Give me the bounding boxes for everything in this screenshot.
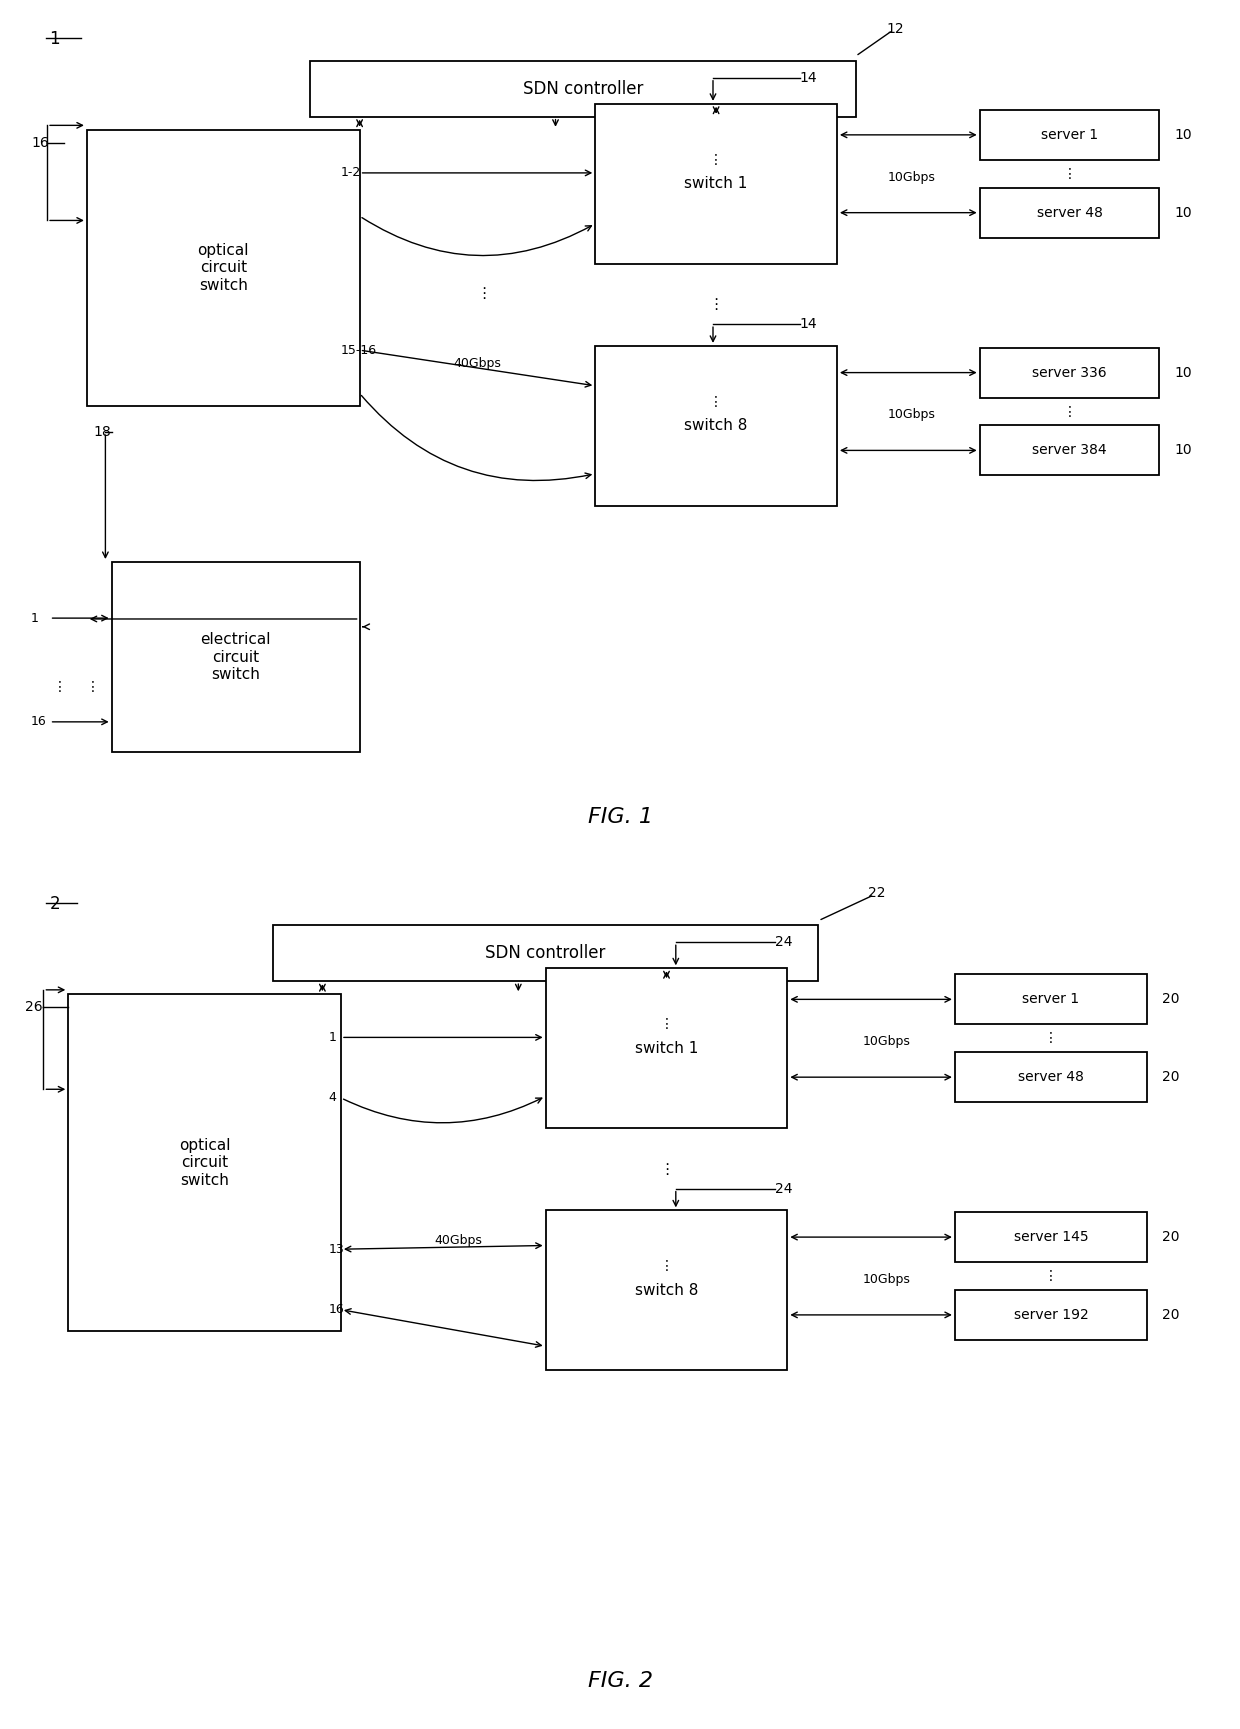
- Text: 40Gbps: 40Gbps: [435, 1235, 482, 1247]
- Text: ⋮: ⋮: [476, 287, 491, 301]
- Text: electrical
circuit
switch: electrical circuit switch: [201, 633, 270, 681]
- Text: 10Gbps: 10Gbps: [863, 1273, 910, 1286]
- Bar: [955, 1212, 1147, 1262]
- Text: 16: 16: [329, 1304, 345, 1316]
- Text: 10: 10: [1174, 365, 1192, 380]
- Text: switch 1: switch 1: [635, 1041, 698, 1056]
- Text: 4: 4: [329, 1091, 336, 1105]
- Text: 24: 24: [775, 1181, 792, 1196]
- Text: 14: 14: [800, 316, 817, 332]
- Bar: [955, 1051, 1147, 1103]
- Bar: [980, 348, 1159, 398]
- Text: 18: 18: [93, 425, 110, 439]
- Text: 10Gbps: 10Gbps: [888, 408, 935, 422]
- Text: 16: 16: [31, 135, 48, 150]
- Text: SDN controller: SDN controller: [485, 944, 606, 961]
- Text: 15-16: 15-16: [341, 344, 377, 356]
- Text: server 1: server 1: [1040, 128, 1099, 142]
- Text: 10: 10: [1174, 206, 1192, 220]
- Text: 40Gbps: 40Gbps: [454, 356, 501, 370]
- Text: ⋮: ⋮: [708, 297, 724, 313]
- Text: 20: 20: [1162, 1229, 1179, 1245]
- Bar: [595, 104, 837, 265]
- Bar: [955, 975, 1147, 1024]
- Bar: [980, 111, 1159, 161]
- Text: ⋮: ⋮: [1044, 1269, 1058, 1283]
- Text: optical
circuit
switch: optical circuit switch: [197, 244, 249, 292]
- Bar: [273, 925, 818, 982]
- Text: 1: 1: [329, 1030, 336, 1044]
- Text: 20: 20: [1162, 1070, 1179, 1084]
- Bar: [955, 1290, 1147, 1340]
- Text: ⋮: ⋮: [52, 679, 67, 695]
- Text: 24: 24: [775, 935, 792, 949]
- Text: ⋮: ⋮: [658, 1162, 675, 1177]
- Text: 20: 20: [1162, 992, 1179, 1006]
- Bar: [546, 1210, 787, 1369]
- Text: 2: 2: [50, 896, 61, 913]
- Text: server 145: server 145: [1013, 1229, 1089, 1245]
- Text: server 336: server 336: [1032, 365, 1107, 380]
- Text: 20: 20: [1162, 1307, 1179, 1323]
- Text: 10: 10: [1174, 128, 1192, 142]
- Text: server 48: server 48: [1018, 1070, 1084, 1084]
- Text: 1: 1: [31, 612, 38, 624]
- Text: switch 8: switch 8: [635, 1283, 698, 1298]
- Text: ⋮: ⋮: [1063, 405, 1076, 418]
- Text: 10Gbps: 10Gbps: [888, 171, 935, 183]
- Text: server 192: server 192: [1013, 1307, 1089, 1323]
- Bar: [980, 188, 1159, 239]
- Text: SDN controller: SDN controller: [522, 80, 644, 97]
- Text: ⋮: ⋮: [1044, 1030, 1058, 1046]
- Text: optical
circuit
switch: optical circuit switch: [179, 1138, 231, 1188]
- Text: server 48: server 48: [1037, 206, 1102, 220]
- Text: 13: 13: [329, 1243, 345, 1255]
- Bar: [595, 346, 837, 507]
- Text: 22: 22: [868, 887, 885, 901]
- Text: ⋮: ⋮: [709, 152, 723, 166]
- Text: ⋮: ⋮: [1063, 166, 1076, 182]
- Text: 14: 14: [800, 71, 817, 85]
- Bar: [980, 425, 1159, 475]
- Text: ⋮: ⋮: [86, 679, 100, 695]
- Text: switch 1: switch 1: [684, 176, 748, 192]
- Bar: [310, 61, 856, 118]
- Text: 10: 10: [1174, 443, 1192, 458]
- Text: 1-2: 1-2: [341, 166, 361, 180]
- Text: FIG. 2: FIG. 2: [588, 1672, 652, 1691]
- Text: 12: 12: [887, 22, 904, 36]
- Text: 26: 26: [25, 999, 42, 1015]
- Text: server 384: server 384: [1032, 443, 1107, 458]
- Text: server 1: server 1: [1022, 992, 1080, 1006]
- Text: ⋮: ⋮: [709, 394, 723, 408]
- Bar: [112, 562, 360, 752]
- Text: switch 8: switch 8: [684, 418, 748, 434]
- Text: ⋮: ⋮: [660, 1259, 673, 1273]
- Text: 16: 16: [31, 716, 47, 728]
- Bar: [68, 994, 341, 1331]
- Bar: [87, 130, 360, 406]
- Text: FIG. 1: FIG. 1: [588, 807, 652, 826]
- Text: 1: 1: [50, 31, 61, 48]
- Text: 10Gbps: 10Gbps: [863, 1036, 910, 1048]
- Bar: [546, 968, 787, 1129]
- Text: ⋮: ⋮: [660, 1017, 673, 1030]
